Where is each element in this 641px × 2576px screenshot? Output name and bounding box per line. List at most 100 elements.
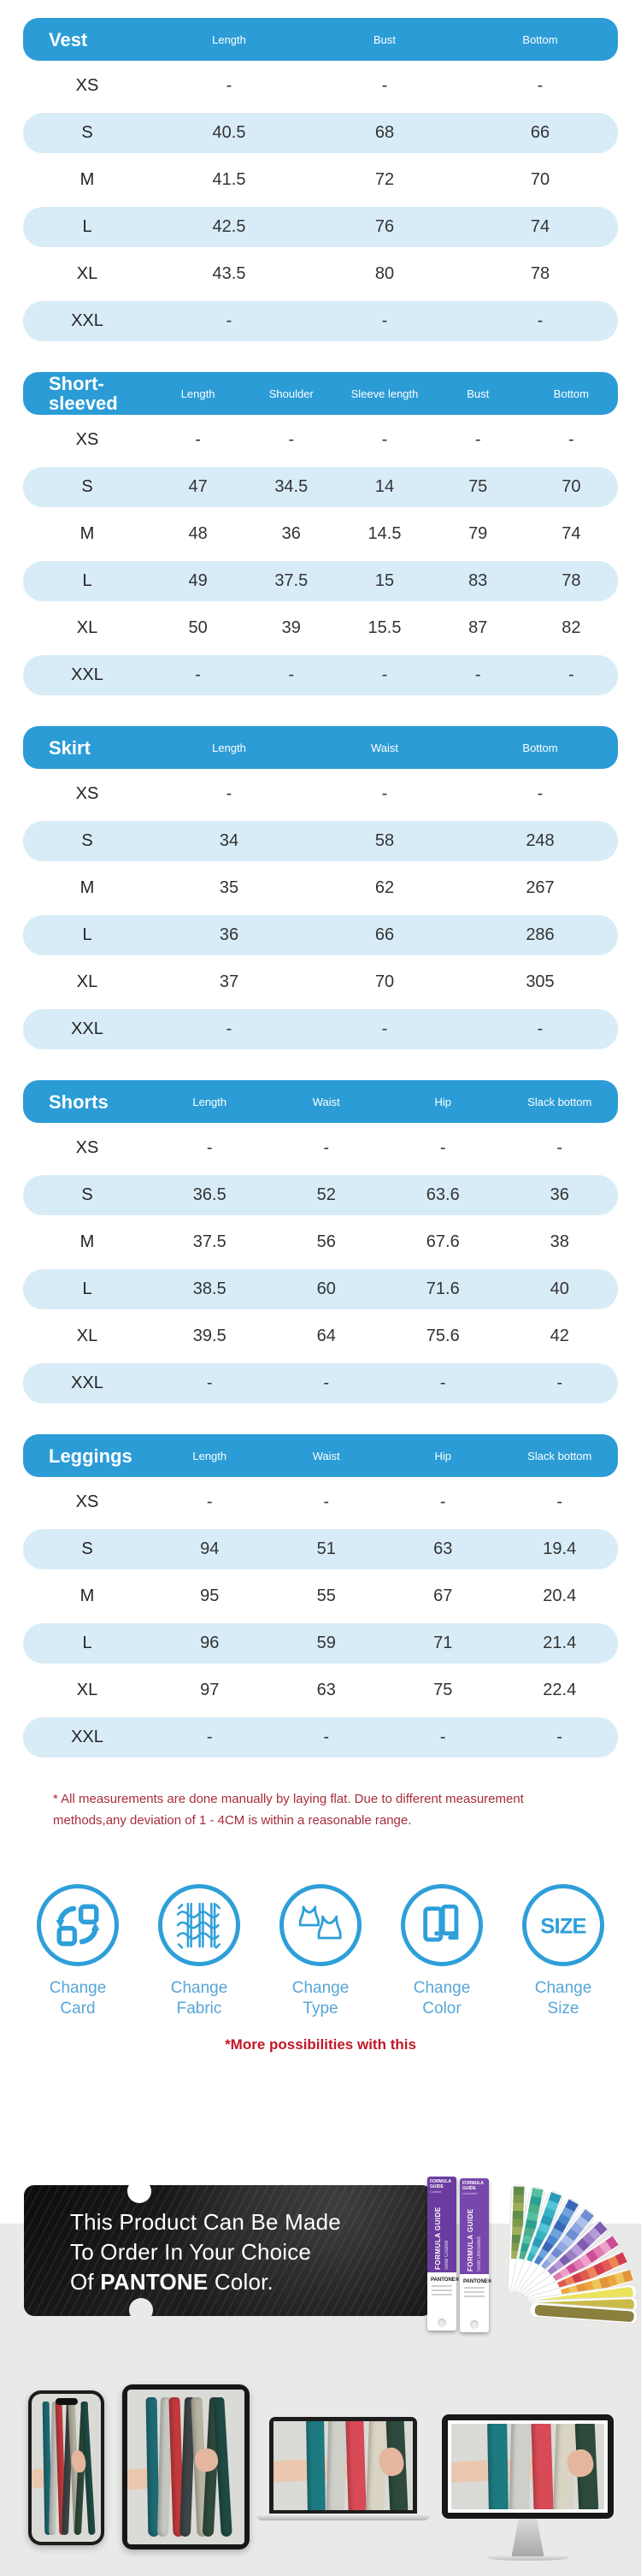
- feature-label: Change Card: [49, 1979, 107, 2018]
- size-label: L: [82, 1634, 92, 1652]
- banner-bottom-notch: [129, 2298, 153, 2322]
- measurement-value: 78: [562, 571, 581, 590]
- feature-label: Change Color: [413, 1979, 471, 2018]
- measurement-value: -: [381, 76, 388, 95]
- measurement-value: -: [288, 430, 295, 449]
- table-row-m: M 48 36 14.5 79 74: [23, 514, 618, 554]
- feature-change-size: SIZE Change Size: [513, 1884, 614, 2019]
- table-row-xxl: XXL - - - -: [23, 1363, 618, 1403]
- measurement-value: 63: [433, 1539, 453, 1558]
- measurement-value: -: [474, 430, 481, 449]
- fabric-photo: [448, 2420, 608, 2513]
- size-table-skirt: Skirt Length Waist Bottom XS - - - S 34 58 248 M 35 62…: [23, 726, 618, 1049]
- measurement-value: 14.5: [368, 524, 402, 543]
- table-row-xxl: XXL - - -: [23, 1009, 618, 1049]
- column-header: Waist: [370, 741, 399, 754]
- size-label: L: [82, 217, 92, 236]
- feature-label: Change Type: [291, 1979, 350, 2018]
- measurement-value: 87: [468, 618, 488, 637]
- measurement-value: 74: [530, 217, 550, 236]
- size-label: XXL: [71, 1374, 103, 1392]
- size-label: M: [79, 170, 95, 189]
- macbook-base: [256, 2514, 430, 2520]
- fabric-photo: [127, 2390, 244, 2544]
- measurement-value: 36.5: [192, 1185, 226, 1204]
- measurement-value: 41.5: [212, 170, 246, 189]
- sports-bra-icon: [279, 1884, 362, 1966]
- measurement-value: 36: [550, 1185, 569, 1204]
- garment-stripe: [326, 2421, 347, 2510]
- size-label: XXL: [71, 311, 103, 330]
- table-row-m: M 95 55 67 20.4: [23, 1576, 618, 1616]
- measurement-value: 62: [374, 878, 395, 897]
- garment-stripe: [509, 2424, 532, 2509]
- measurement-value: 248: [526, 831, 555, 850]
- table-row-xs: XS - - -: [23, 66, 618, 106]
- size-label: XXL: [71, 1019, 103, 1038]
- table-row-s: S 36.5 52 63.6 36: [23, 1175, 618, 1215]
- table-header: Shorts Length Waist Hip Slack bottom: [23, 1080, 618, 1123]
- feature-change-type: Change Type: [270, 1884, 371, 2019]
- measurement-value: -: [537, 784, 544, 803]
- fabric-photo: [32, 2394, 101, 2542]
- table-row-xxl: XXL - - -: [23, 301, 618, 341]
- measurement-value: 267: [526, 878, 555, 897]
- measurement-value: 80: [374, 264, 395, 283]
- measurement-value: 60: [316, 1279, 336, 1298]
- measurement-value: 72: [374, 170, 395, 189]
- measurement-value: -: [206, 1492, 213, 1511]
- measurement-value: -: [323, 1728, 330, 1746]
- table-row-l: L 38.5 60 71.6 40: [23, 1269, 618, 1309]
- table-row-l: L 49 37.5 15 83 78: [23, 561, 618, 601]
- imac-stand: [511, 2519, 544, 2556]
- size-label: XL: [76, 1681, 98, 1699]
- measurement-value: 68: [374, 123, 395, 142]
- size-label: S: [81, 1185, 93, 1204]
- measurement-value: 97: [200, 1681, 220, 1699]
- measurement-value: 71.6: [426, 1279, 460, 1298]
- swatch-book-icon: [401, 1884, 483, 1966]
- guide-spine: FORMULA GUIDE Coated FORMULA GUIDE Solid…: [427, 2177, 456, 2272]
- size-label: M: [79, 878, 95, 897]
- table-header: Short-sleeved Length Shoulder Sleeve length…: [23, 372, 618, 415]
- pantone-guides-photo: FORMULA GUIDE Coated FORMULA GUIDE Solid…: [417, 2166, 641, 2337]
- measurement-value: -: [556, 1728, 563, 1746]
- table-row-m: M 35 62 267: [23, 868, 618, 908]
- measurement-value: -: [381, 311, 388, 330]
- imac-base: [486, 2555, 569, 2561]
- measurement-value: 37: [219, 972, 239, 991]
- column-header: Slack bottom: [527, 1449, 592, 1462]
- column-header: Hip: [434, 1449, 451, 1462]
- banner-text: This Product Can Be Made To Order In You…: [70, 2209, 341, 2295]
- table-title: Short-sleeved: [49, 373, 118, 414]
- measurement-value: -: [568, 665, 574, 684]
- size-table-leggings: Leggings Length Waist Hip Slack bottom XS - - - -…: [23, 1434, 618, 1758]
- measurement-value: 42.5: [212, 217, 246, 236]
- measurement-value: -: [439, 1728, 446, 1746]
- size-label: S: [81, 1539, 93, 1558]
- measurement-value: 34: [219, 831, 239, 850]
- size-label: XS: [75, 1138, 99, 1157]
- column-header: Slack bottom: [527, 1095, 592, 1108]
- measurement-value: -: [439, 1138, 446, 1157]
- measurement-value: -: [439, 1492, 446, 1511]
- measurement-value: 70: [530, 170, 550, 189]
- measurement-value: 39.5: [192, 1326, 226, 1345]
- measurement-value: -: [206, 1374, 213, 1392]
- table-row-xl: XL 43.5 80 78: [23, 254, 618, 294]
- measurement-value: -: [381, 430, 388, 449]
- column-header: Bust: [373, 32, 396, 46]
- pantone-formula-guide-coated: FORMULA GUIDE Coated FORMULA GUIDE Solid…: [427, 2177, 459, 2331]
- measurement-value: -: [537, 76, 544, 95]
- table-row-l: L 96 59 71 21.4: [23, 1623, 618, 1663]
- swap-squares-icon: [37, 1884, 119, 1966]
- measurement-value: 39: [281, 618, 301, 637]
- measurement-value: -: [537, 1019, 544, 1038]
- measurement-value: 42: [550, 1326, 569, 1345]
- measurement-value: 75: [468, 477, 488, 496]
- table-title: Shorts: [49, 1090, 109, 1113]
- column-header: Bottom: [522, 32, 558, 46]
- measurement-value: 64: [316, 1326, 336, 1345]
- guide-body: PANTONE®: [427, 2272, 459, 2331]
